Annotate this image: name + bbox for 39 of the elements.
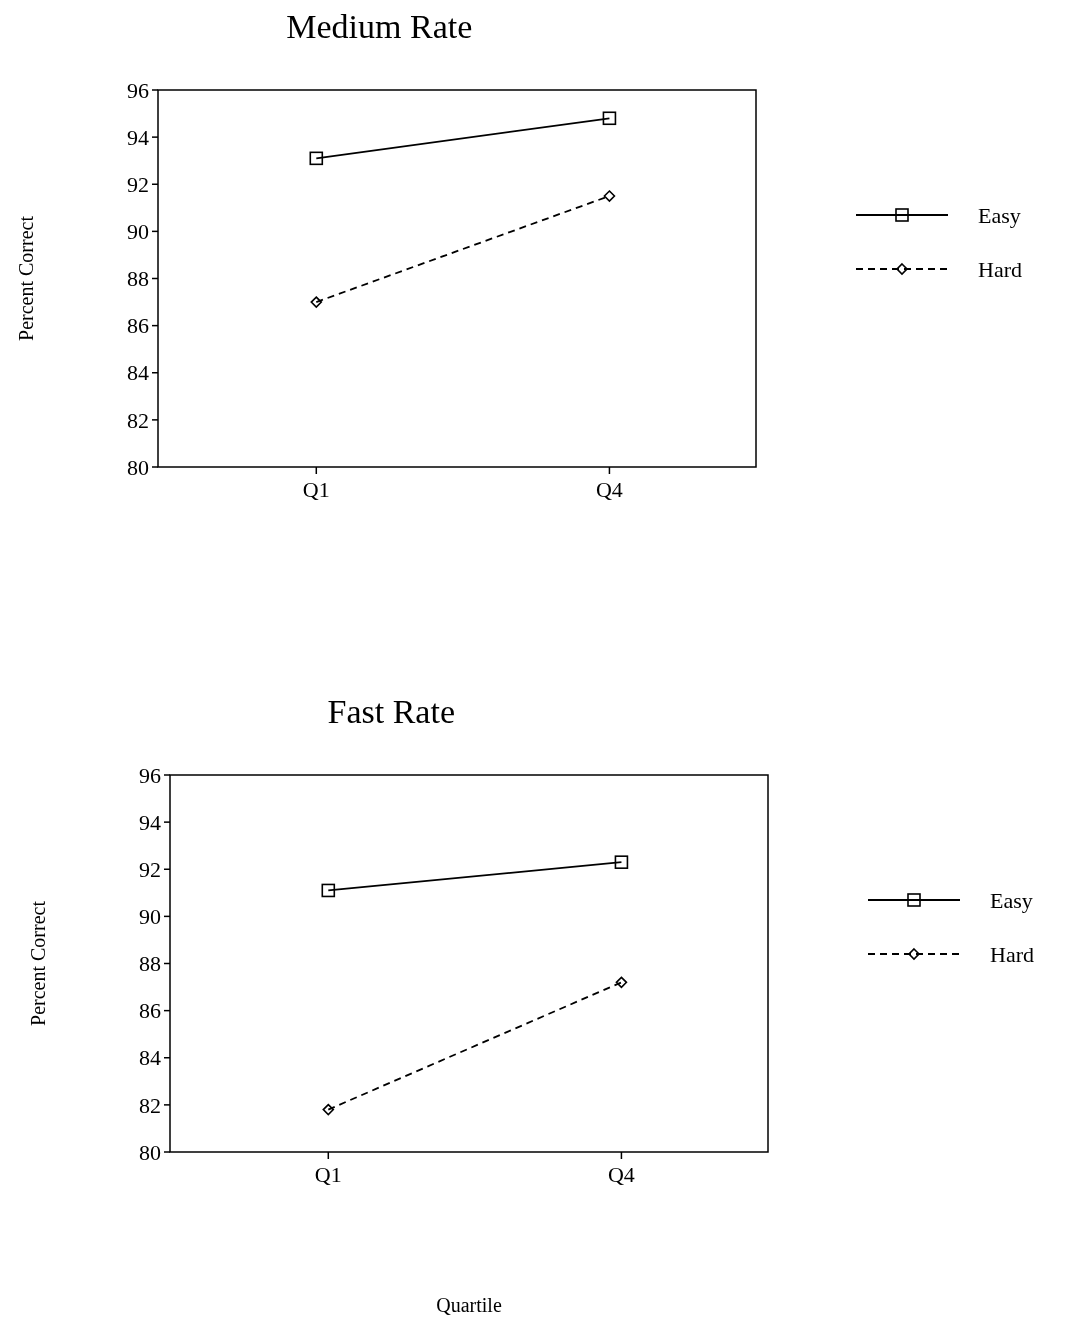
legend-label: Easy bbox=[978, 202, 1021, 228]
y-tick-label: 90 bbox=[127, 219, 149, 245]
x-axis-title: Quartile bbox=[436, 1294, 502, 1316]
legend-label: Easy bbox=[990, 887, 1033, 913]
y-tick-label: 86 bbox=[139, 998, 161, 1024]
y-tick-label: 92 bbox=[139, 856, 161, 882]
x-tick-label: Q1 bbox=[302, 477, 330, 502]
y-tick-label: 90 bbox=[139, 904, 161, 930]
y-tick-label: 82 bbox=[127, 407, 149, 433]
legend-label: Hard bbox=[978, 256, 1022, 282]
point bbox=[603, 190, 616, 202]
y-tick-label: 86 bbox=[127, 313, 149, 339]
legend-label: Hard bbox=[990, 941, 1034, 967]
point bbox=[321, 883, 336, 898]
y-tick-label: 82 bbox=[139, 1092, 161, 1118]
y-tick-label: 88 bbox=[139, 951, 161, 977]
point bbox=[615, 976, 628, 989]
y-tick-label: 94 bbox=[139, 809, 161, 835]
point bbox=[322, 1103, 335, 1116]
y-tick-label: 84 bbox=[127, 360, 149, 386]
chart-title: Medium Rate bbox=[286, 8, 473, 45]
y-tick-label: 80 bbox=[127, 454, 149, 480]
x-tick-label: Q1 bbox=[314, 1162, 342, 1187]
x-tick-label: Q4 bbox=[595, 477, 623, 502]
y-axis-title: Percent Correct bbox=[15, 215, 37, 341]
y-tick-label: 88 bbox=[127, 266, 149, 292]
y-tick-label: 94 bbox=[127, 124, 149, 150]
y-tick-label: 96 bbox=[139, 762, 161, 788]
chart-title: Fast Rate bbox=[327, 693, 455, 730]
point bbox=[614, 855, 629, 869]
x-tick-label: Q4 bbox=[607, 1162, 635, 1187]
y-tick-label: 96 bbox=[127, 77, 149, 103]
point bbox=[309, 151, 324, 166]
y-tick-label: 84 bbox=[139, 1045, 161, 1071]
point bbox=[602, 111, 617, 126]
y-tick-label: 92 bbox=[127, 171, 149, 197]
y-axis-title: Percent Correct bbox=[27, 900, 49, 1026]
point bbox=[310, 296, 323, 308]
y-tick-label: 80 bbox=[139, 1139, 161, 1165]
